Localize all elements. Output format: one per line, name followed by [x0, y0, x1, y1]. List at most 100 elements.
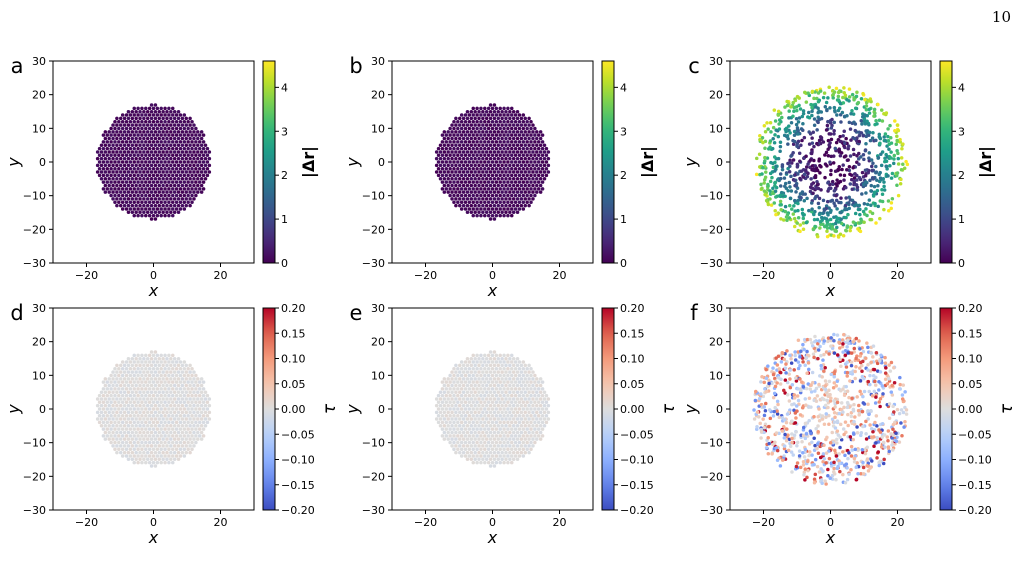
data-point [492, 190, 497, 194]
data-point [477, 177, 481, 181]
data-point [134, 410, 138, 415]
data-point [882, 135, 886, 139]
data-point [538, 183, 543, 188]
data-point [500, 210, 504, 215]
data-point [201, 133, 206, 137]
data-point [171, 153, 175, 158]
data-point [838, 134, 842, 139]
data-point [174, 420, 179, 425]
data-point [124, 367, 129, 371]
data-point [463, 146, 468, 151]
data-point [818, 171, 822, 175]
data-point [132, 173, 136, 178]
data-point [796, 172, 800, 176]
data-point [890, 171, 895, 176]
data-point [891, 404, 895, 409]
y-tick-label: 30 [32, 55, 46, 68]
data-point [171, 180, 175, 184]
data-point [142, 356, 146, 361]
data-point [494, 413, 499, 418]
data-point [787, 124, 791, 128]
data-point [128, 367, 133, 371]
data-point [467, 146, 472, 151]
data-point [176, 430, 181, 435]
data-point [122, 183, 127, 188]
data-point [136, 200, 140, 204]
data-point [442, 190, 447, 194]
data-point [523, 397, 527, 401]
data-point [132, 400, 136, 405]
data-point [122, 130, 127, 134]
data-point [490, 367, 495, 371]
data-point [792, 109, 796, 114]
data-point [880, 192, 885, 196]
data-point [134, 143, 138, 147]
data-point [171, 353, 175, 358]
data-point [812, 123, 817, 127]
data-point [190, 427, 194, 431]
data-point [194, 153, 198, 158]
data-point [165, 197, 169, 201]
data-point [508, 370, 512, 374]
data-point [197, 187, 202, 191]
data-point [544, 160, 549, 164]
data-point [870, 211, 875, 216]
data-point [172, 177, 177, 181]
data-point [494, 173, 499, 178]
data-point [479, 393, 483, 398]
data-point [163, 380, 167, 384]
data-point [527, 450, 531, 455]
data-point [494, 160, 499, 164]
data-point [483, 166, 487, 171]
data-point [785, 392, 790, 397]
data-point [511, 430, 516, 435]
data-point [461, 143, 466, 147]
data-point [492, 177, 497, 181]
panel-letter: c [688, 54, 700, 78]
data-point [169, 437, 173, 441]
data-point [527, 410, 531, 415]
data-point [142, 109, 146, 114]
data-point [471, 160, 475, 164]
data-point [511, 170, 516, 174]
data-point [477, 430, 481, 435]
data-point [142, 403, 146, 408]
data-point [809, 390, 814, 394]
data-point [809, 151, 814, 156]
data-point [169, 136, 173, 141]
data-point [484, 109, 489, 114]
data-point [824, 415, 828, 419]
data-point [500, 383, 504, 388]
data-point [533, 173, 537, 178]
data-point [836, 98, 841, 102]
data-point [793, 178, 797, 183]
data-point [115, 363, 119, 368]
data-point [454, 163, 458, 168]
data-point [144, 213, 148, 218]
data-point [442, 437, 447, 441]
data-point [763, 155, 767, 160]
data-point [456, 407, 460, 411]
data-point [488, 430, 493, 435]
data-point [771, 161, 775, 166]
data-point [866, 461, 871, 465]
data-point [444, 133, 449, 137]
data-point [776, 109, 781, 114]
data-point [527, 403, 531, 408]
data-point [484, 403, 489, 408]
data-point [197, 153, 202, 158]
data-point [506, 133, 510, 137]
data-point [144, 166, 148, 171]
colorbar-tick-label: 0.00 [281, 403, 306, 416]
data-point [498, 106, 502, 111]
data-point [448, 133, 452, 137]
data-point [529, 140, 533, 144]
data-point [178, 126, 183, 131]
data-point [496, 183, 501, 188]
data-point [498, 160, 502, 164]
data-point [442, 377, 447, 381]
data-point [875, 178, 879, 182]
y-axis-label: y [4, 404, 23, 415]
data-point [513, 454, 518, 458]
data-point [762, 123, 767, 128]
